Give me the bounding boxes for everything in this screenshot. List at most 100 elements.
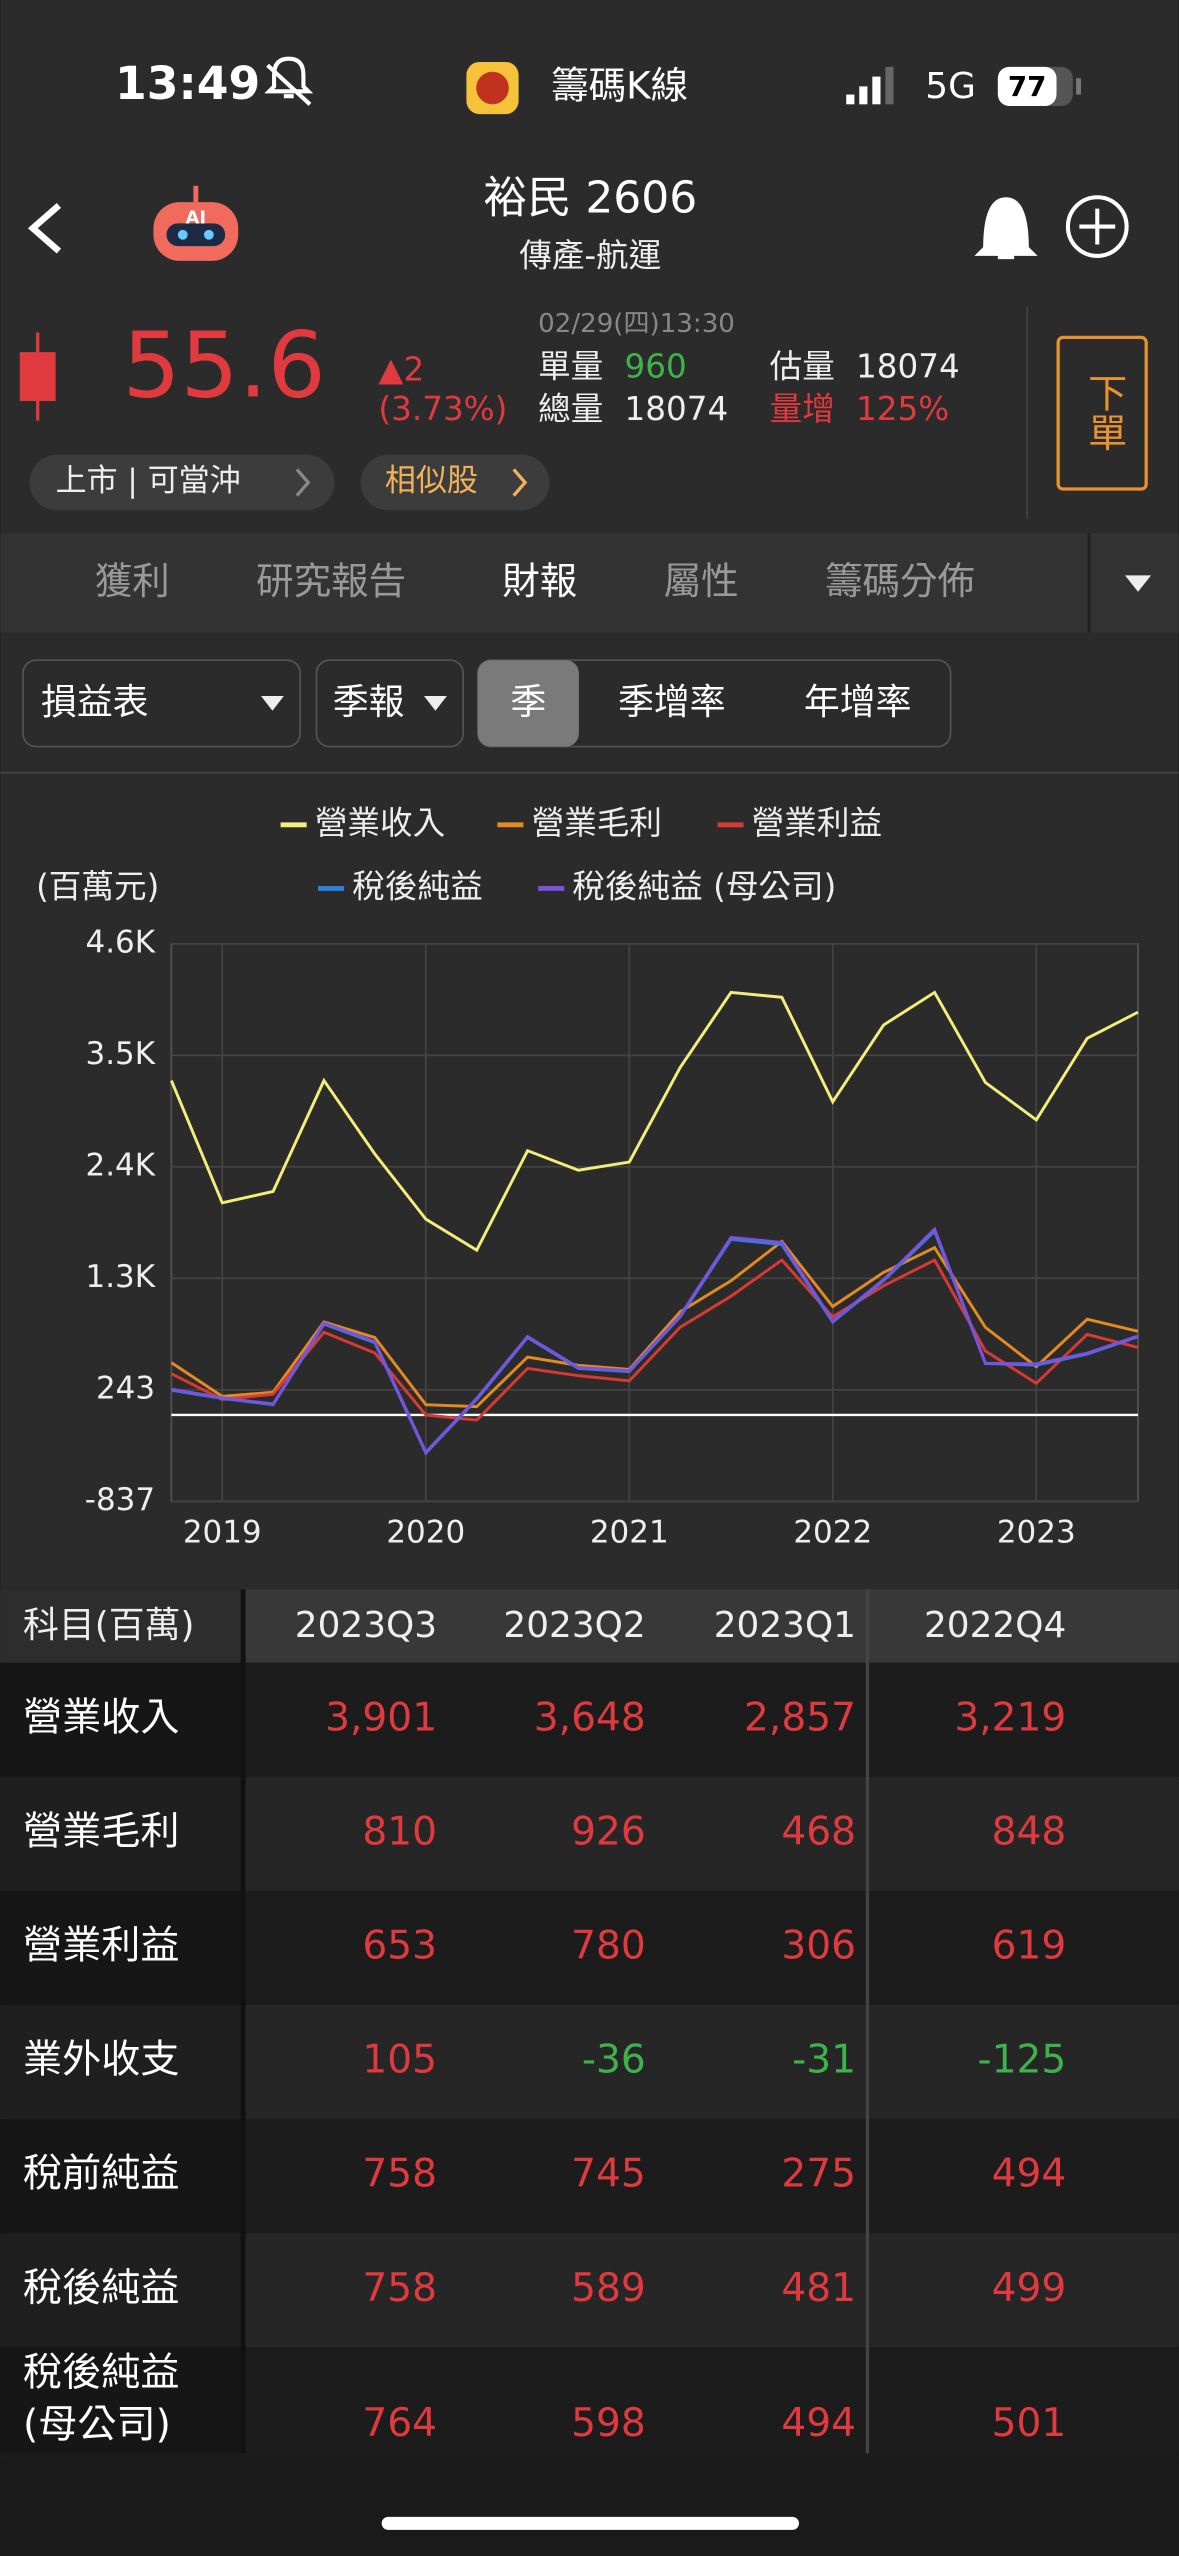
row-label: 稅前純益 xyxy=(23,2152,179,2197)
table-cell: 3,648 xyxy=(534,1695,646,1740)
volume-label: 估量 xyxy=(770,347,835,385)
frozen-column xyxy=(0,1589,242,2454)
table-cell: 3,901 xyxy=(325,1695,437,1740)
row-label: (母公司) xyxy=(23,2403,171,2448)
table-header-cell: 2023Q1 xyxy=(714,1605,856,1646)
table-cell: 3,219 xyxy=(954,1695,1066,1740)
table-cell: 848 xyxy=(992,1809,1067,1854)
tab[interactable]: 籌碼分佈 xyxy=(825,559,975,603)
period-label: 季報 xyxy=(333,682,405,723)
row-label: 業外收支 xyxy=(23,2038,179,2083)
x-tick-label: 2023 xyxy=(997,1514,1076,1550)
table-cell: 745 xyxy=(571,2152,646,2197)
dropdown-arrow xyxy=(424,696,447,711)
network: 5G xyxy=(925,66,976,107)
y-tick-label: 1.3K xyxy=(86,1259,156,1295)
table-cell: 499 xyxy=(992,2266,1067,2311)
table-cell: 810 xyxy=(362,1809,437,1854)
table-cell: -36 xyxy=(582,2038,646,2083)
home-indicator xyxy=(381,2516,799,2530)
status-icons xyxy=(264,56,1081,115)
row-label: 稅後純益 xyxy=(23,2266,179,2311)
y-tick-label: 4.6K xyxy=(86,924,156,960)
y-axis-label: (百萬元) xyxy=(36,867,159,905)
table-cell: 926 xyxy=(571,1809,646,1854)
battery: 77 xyxy=(1008,70,1047,103)
volume-label: 單量 xyxy=(538,347,603,385)
similar-link[interactable]: 相似股 xyxy=(385,463,478,499)
x-tick-label: 2021 xyxy=(590,1514,669,1550)
series-line xyxy=(170,990,1139,1253)
svg-text:AI: AI xyxy=(186,207,207,228)
table-header-cell: 科目(百萬) xyxy=(23,1605,194,1646)
legend-label: 營業收入 xyxy=(315,804,445,842)
table-cell: 494 xyxy=(992,2152,1067,2197)
volume-label: 總量 xyxy=(538,390,603,428)
table-row xyxy=(0,2119,1179,2234)
mode-option[interactable]: 年增率 xyxy=(804,682,912,723)
table-header xyxy=(0,1589,1179,1663)
table-cell: 653 xyxy=(362,1923,437,1968)
chevron xyxy=(295,468,311,497)
bell-button[interactable] xyxy=(974,197,1038,260)
mode-selected xyxy=(477,660,579,747)
y-tick-label: -837 xyxy=(85,1482,155,1518)
market-tag[interactable]: 上市 | 可當沖 xyxy=(56,463,241,499)
table-cell: 589 xyxy=(571,2266,646,2311)
table-cell: 105 xyxy=(362,2038,437,2083)
dropdown-arrow xyxy=(261,696,284,711)
row-label: 營業毛利 xyxy=(23,1809,179,1854)
row-label: 營業利益 xyxy=(23,1923,179,1968)
tab[interactable]: 研究報告 xyxy=(256,559,406,603)
volume-label: 量增 xyxy=(770,390,835,428)
x-tick-label: 2020 xyxy=(386,1514,465,1550)
order-button-label[interactable]: 下單 xyxy=(1082,373,1127,451)
table-row xyxy=(0,2233,1179,2348)
tab-menu[interactable] xyxy=(1124,575,1152,592)
y-tick-label: 243 xyxy=(96,1370,155,1406)
price-change-pct: (3.73%) xyxy=(378,390,507,428)
volume-value: 18074 xyxy=(856,347,960,385)
table-cell: 501 xyxy=(992,2401,1067,2446)
table-row xyxy=(0,2347,1179,2462)
table-cell: 481 xyxy=(781,2266,856,2311)
market-tag-pill[interactable] xyxy=(29,454,335,511)
back-button[interactable] xyxy=(27,202,62,254)
table-header-cell: 2022Q4 xyxy=(924,1605,1066,1646)
content: 13:49 籌碼K線 5G 77 裕民 2606 傳產-航運 55.6 ▲2(3.73%) 02… xyxy=(0,57,1179,2462)
table-cell: 468 xyxy=(781,1809,856,1854)
statement-select[interactable] xyxy=(22,659,301,748)
tab[interactable]: 財報 xyxy=(502,559,577,603)
legend-label: 稅後純益 xyxy=(352,867,482,905)
tab[interactable]: 獲利 xyxy=(95,559,170,603)
add-button[interactable] xyxy=(1065,195,1129,258)
row-label: 營業收入 xyxy=(23,1695,179,1740)
table-cell: 780 xyxy=(571,1923,646,1968)
mode-option[interactable]: 季 xyxy=(510,682,546,723)
stock-sector: 傳產-航運 xyxy=(519,237,661,275)
x-tick-label: 2019 xyxy=(183,1514,262,1550)
tab[interactable]: 屬性 xyxy=(664,559,739,603)
order-button[interactable] xyxy=(1056,335,1148,491)
legend-label: 營業毛利 xyxy=(532,804,662,842)
table-row xyxy=(0,1890,1179,2006)
timestamp: 02/29(四)13:30 xyxy=(538,309,735,339)
table-header-cell: 2023Q3 xyxy=(295,1605,437,1646)
table-cell: 2,857 xyxy=(744,1695,856,1740)
tab-bar xyxy=(0,533,1179,633)
table-cell: 758 xyxy=(362,2266,437,2311)
period-select[interactable] xyxy=(315,659,464,748)
table-cell: 306 xyxy=(781,1923,856,1968)
table-cell: 494 xyxy=(781,2401,856,2446)
similar-pill[interactable] xyxy=(360,454,550,511)
stock-name: 裕民 2606 xyxy=(483,173,697,224)
mode-option[interactable]: 季增率 xyxy=(618,682,726,723)
table-row xyxy=(0,1662,1179,1777)
ai-icon[interactable]: AI xyxy=(153,185,239,261)
time: 13:49 xyxy=(115,57,260,110)
volume-value: 960 xyxy=(625,347,687,385)
y-tick-label: 2.4K xyxy=(86,1147,156,1183)
table-cell: 764 xyxy=(362,2401,437,2446)
